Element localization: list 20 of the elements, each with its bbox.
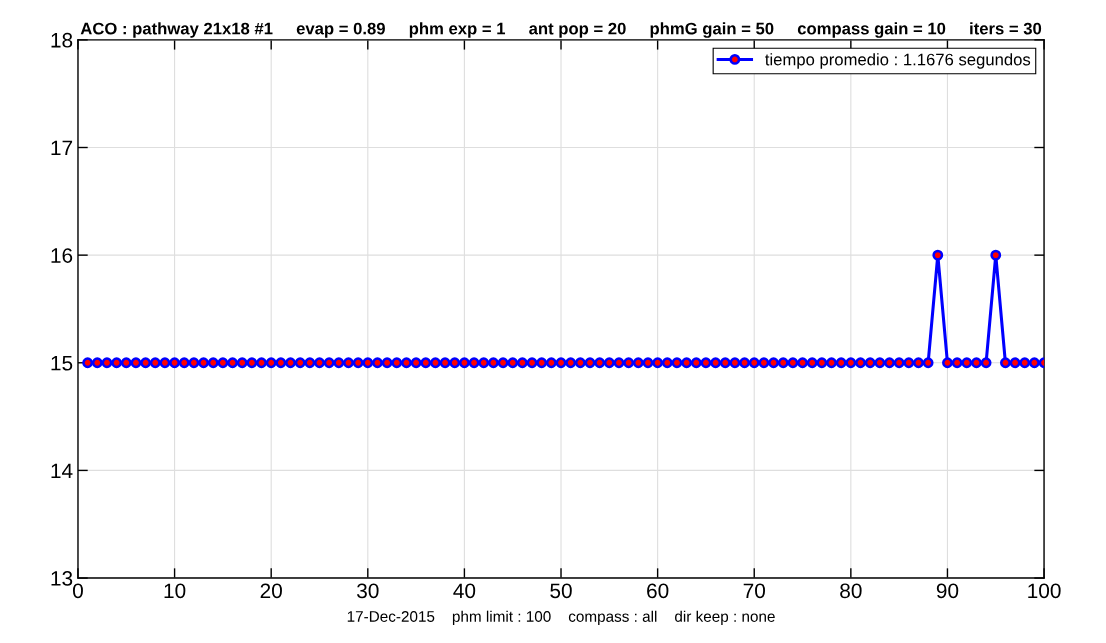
y-tick-label: 14 xyxy=(51,463,73,478)
y-tick-label: 18 xyxy=(51,32,73,48)
y-tick-label: 15 xyxy=(51,356,73,371)
x-tick-label: 30 xyxy=(357,583,379,599)
x-tick-label: 50 xyxy=(550,583,572,599)
x-tick-label: 0 xyxy=(72,583,83,599)
y-tick-label: 17 xyxy=(51,140,73,156)
x-tick-label: 10 xyxy=(164,583,186,599)
x-tick-label: 100 xyxy=(1028,583,1061,599)
x-tick-label: 40 xyxy=(453,583,476,599)
x-tick-label: 20 xyxy=(260,583,282,599)
x-tick-label: 60 xyxy=(647,583,669,599)
chart-title: ACO : pathway 21x18 #1 evap = 0.89 phm exp = 1 ant pop = 20 phmG gain = 50 compass gain = 10 iters = 30 xyxy=(80,22,1042,38)
y-tick-label: 16 xyxy=(51,248,73,263)
y-tick-label: 13 xyxy=(51,571,73,586)
x-tick-label: 80 xyxy=(840,583,862,599)
x-tick-label: 90 xyxy=(936,583,959,599)
x-tick-label: 70 xyxy=(743,583,766,599)
x-axis-title: 17-Dec-2015 phm limit : 100 compass : all dir keep : none xyxy=(347,610,775,625)
legend-label: tiempo promedio : 1.1676 segundos xyxy=(765,53,1031,69)
